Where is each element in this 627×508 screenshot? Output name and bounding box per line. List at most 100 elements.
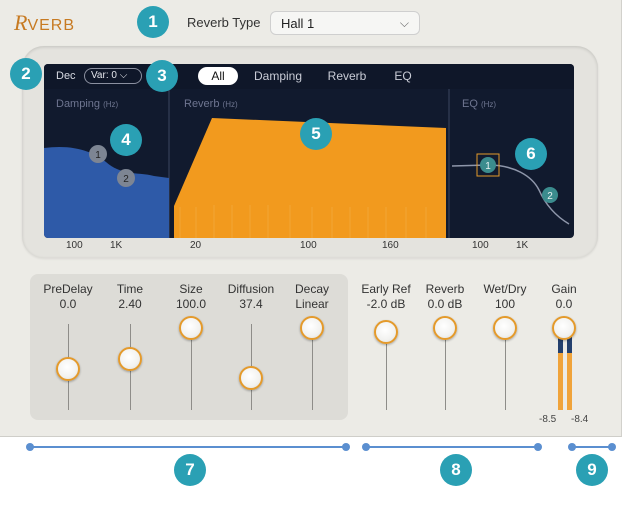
param-label: Diffusion bbox=[227, 282, 275, 296]
gain-meter-left-value: -8.5 bbox=[539, 414, 557, 425]
callout-7: 7 bbox=[174, 454, 206, 486]
decay-slider-knob[interactable] bbox=[300, 316, 324, 340]
param-value: Linear bbox=[295, 297, 329, 311]
param-label: Reverb bbox=[425, 282, 465, 296]
diffusion-slider-knob[interactable] bbox=[239, 366, 263, 390]
param-value: 100 bbox=[494, 297, 516, 311]
callout-8: 8 bbox=[440, 454, 472, 486]
eq-section-title: EQ (Hz) bbox=[462, 98, 497, 110]
eq-curve bbox=[451, 164, 570, 225]
param-reverb-level: Reverb 0.0 dB bbox=[405, 282, 485, 312]
param-time: Time 2.40 bbox=[90, 282, 170, 312]
param-decay: Decay Linear bbox=[272, 282, 352, 312]
reverb-section-title: Reverb (Hz) bbox=[184, 98, 238, 110]
tab-all[interactable]: All bbox=[198, 67, 238, 85]
eq-tick-1k: 1K bbox=[516, 240, 529, 251]
param-value: -2.0 dB bbox=[366, 297, 406, 311]
bracket-7-start bbox=[26, 443, 34, 451]
eq-node-1-selection bbox=[476, 153, 500, 177]
tab-reverb[interactable]: Reverb bbox=[327, 69, 367, 83]
reverb-envelope bbox=[174, 118, 446, 238]
tab-eq[interactable]: EQ bbox=[394, 69, 412, 83]
wet-dry-slider-track[interactable] bbox=[505, 324, 506, 410]
bracket-8-end bbox=[534, 443, 542, 451]
damping-tick-1k: 1K bbox=[110, 240, 123, 251]
param-gain: Gain 0.0 bbox=[524, 282, 604, 312]
bracket-8 bbox=[366, 446, 538, 448]
gain-meter-right bbox=[567, 335, 572, 410]
bracket-8-start bbox=[362, 443, 370, 451]
eq-node-2[interactable] bbox=[542, 187, 558, 203]
eq-node-1-label: 1 bbox=[485, 161, 491, 172]
damping-node-2[interactable] bbox=[117, 169, 135, 187]
reverb-level-slider-track[interactable] bbox=[445, 324, 446, 410]
reverb-parameters-panel bbox=[30, 274, 348, 420]
early-ref-slider-knob[interactable] bbox=[374, 320, 398, 344]
chevron-down-icon: ⌵ bbox=[119, 70, 128, 81]
early-ref-slider-track[interactable] bbox=[386, 324, 387, 410]
callout-2: 2 bbox=[10, 58, 42, 90]
param-value: 100.0 bbox=[175, 297, 207, 311]
time-slider-knob[interactable] bbox=[118, 347, 142, 371]
param-label: Decay bbox=[294, 282, 329, 296]
damping-section-title: Damping (Hz) bbox=[56, 98, 119, 110]
plugin-logo: RVERB bbox=[14, 10, 76, 35]
reverb-type-value: Hall 1 bbox=[281, 16, 315, 31]
variation-dropdown[interactable]: Var: 0 ⌵ bbox=[84, 68, 142, 84]
gain-slider-knob[interactable] bbox=[552, 316, 576, 340]
param-value: 2.40 bbox=[118, 297, 142, 311]
eq-node-2-label: 2 bbox=[547, 191, 553, 202]
param-diffusion: Diffusion 37.4 bbox=[211, 282, 291, 312]
bracket-9-start bbox=[568, 443, 576, 451]
reverb-tick-20: 20 bbox=[190, 240, 202, 251]
reverb-level-slider-knob[interactable] bbox=[433, 316, 457, 340]
param-value: 37.4 bbox=[239, 297, 263, 311]
param-label: Early Ref bbox=[361, 282, 411, 296]
param-label: Size bbox=[179, 282, 203, 296]
reverb-tick-100: 100 bbox=[300, 240, 317, 251]
param-label: PreDelay bbox=[43, 282, 93, 296]
bracket-9-end bbox=[608, 443, 616, 451]
damping-node-1[interactable] bbox=[89, 145, 107, 163]
dec-label: Dec bbox=[56, 70, 76, 82]
chevron-down-icon: ⌵ bbox=[399, 16, 409, 30]
eq-node-1[interactable] bbox=[480, 157, 496, 173]
decay-slider-track[interactable] bbox=[312, 324, 313, 410]
size-slider-knob[interactable] bbox=[179, 316, 203, 340]
reverb-tick-160: 160 bbox=[382, 240, 399, 251]
callout-9: 9 bbox=[576, 454, 608, 486]
bracket-7-end bbox=[342, 443, 350, 451]
callout-6: 6 bbox=[515, 138, 547, 170]
param-label: Time bbox=[116, 282, 144, 296]
reverb-early-reflections bbox=[179, 205, 427, 238]
callout-5: 5 bbox=[300, 118, 332, 150]
graph-display: 1 2 1 2 bbox=[44, 64, 574, 238]
param-size: Size 100.0 bbox=[151, 282, 231, 312]
param-label: Wet/Dry bbox=[483, 282, 527, 296]
param-label: Gain bbox=[551, 282, 577, 296]
callout-3: 3 bbox=[146, 60, 178, 92]
param-value: 0.0 bbox=[59, 297, 77, 311]
predelay-slider-knob[interactable] bbox=[56, 357, 80, 381]
gain-meter-right-value: -8.4 bbox=[571, 414, 589, 425]
size-slider-track[interactable] bbox=[191, 324, 192, 410]
tab-damping[interactable]: Damping bbox=[253, 69, 303, 83]
param-early-ref: Early Ref -2.0 dB bbox=[346, 282, 426, 312]
damping-node-1-label: 1 bbox=[95, 150, 101, 161]
bracket-7 bbox=[30, 446, 346, 448]
bracket-9 bbox=[572, 446, 612, 448]
param-wet-dry: Wet/Dry 100 bbox=[465, 282, 545, 312]
variation-value: Var: 0 bbox=[91, 70, 117, 81]
damping-node-2-label: 2 bbox=[123, 174, 129, 185]
damping-curve bbox=[44, 146, 169, 238]
reverb-type-dropdown[interactable]: Hall 1 ⌵ bbox=[270, 11, 420, 35]
wet-dry-slider-knob[interactable] bbox=[493, 316, 517, 340]
damping-tick-100: 100 bbox=[66, 240, 83, 251]
callout-1: 1 bbox=[137, 6, 169, 38]
gain-meter-left bbox=[558, 335, 563, 410]
reverb-plugin-window: RVERB Reverb Type Hall 1 ⌵ bbox=[0, 0, 622, 437]
param-value: 0.0 dB bbox=[427, 297, 463, 311]
param-value: 0.0 bbox=[555, 297, 573, 311]
callout-4: 4 bbox=[110, 124, 142, 156]
param-predelay: PreDelay 0.0 bbox=[28, 282, 108, 312]
